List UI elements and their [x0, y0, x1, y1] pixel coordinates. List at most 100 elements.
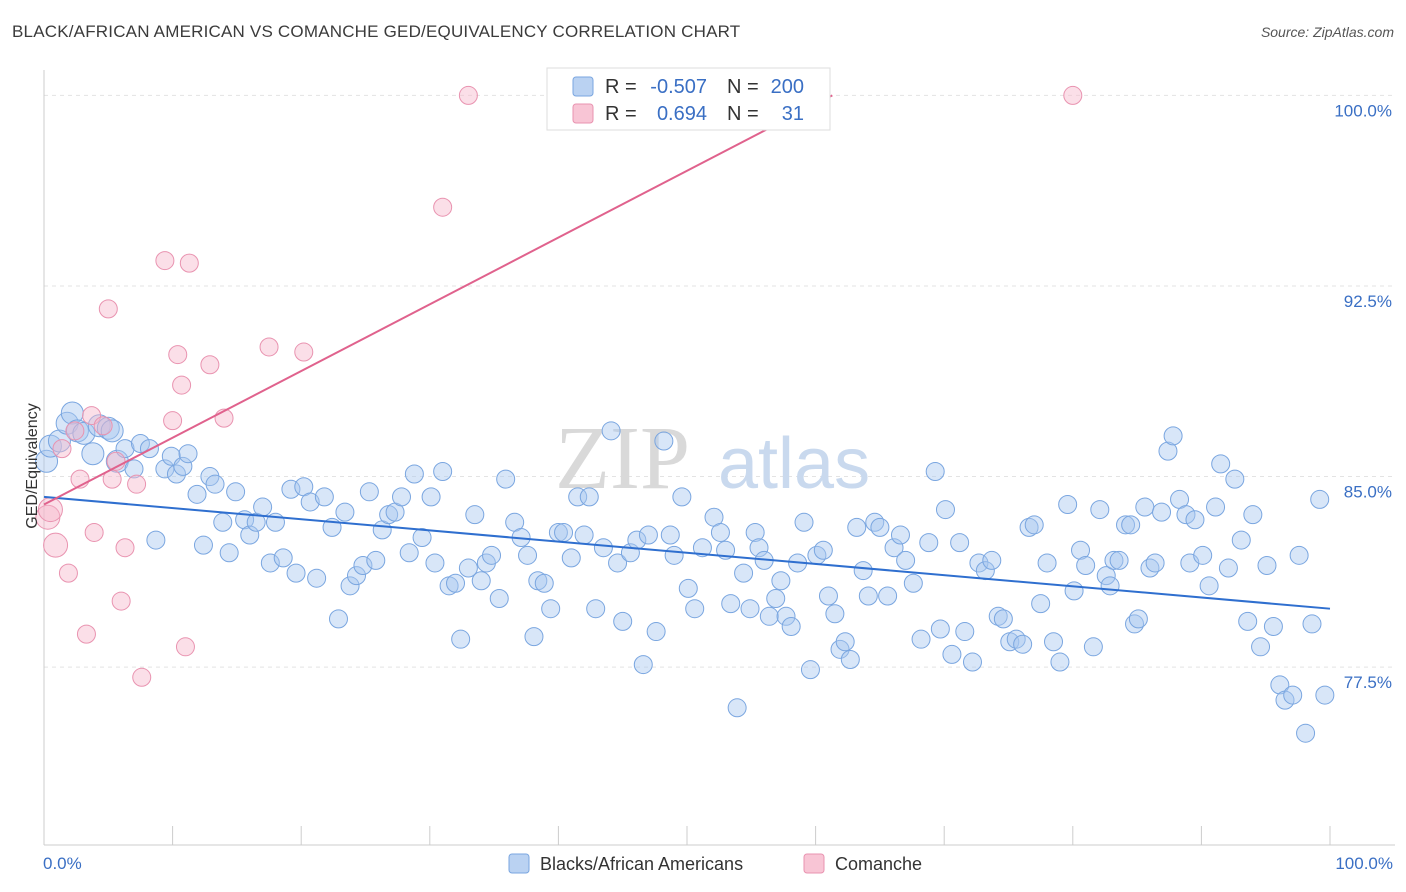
point-blacks	[993, 609, 1013, 629]
point-blacks	[919, 533, 939, 553]
point-comanche	[200, 355, 220, 375]
point-blacks	[692, 538, 712, 558]
point-blacks	[721, 594, 741, 614]
y-axis-title: GED/Equivalency	[24, 403, 41, 528]
point-comanche	[98, 299, 118, 319]
point-blacks	[1270, 675, 1290, 695]
point-blacks	[1283, 685, 1303, 705]
point-blacks	[524, 627, 544, 647]
point-blacks	[825, 604, 845, 624]
point-blacks	[654, 431, 674, 451]
grid-lines	[44, 94, 1395, 668]
point-blacks	[813, 540, 833, 560]
point-blacks	[716, 540, 736, 560]
point-blacks	[1231, 530, 1251, 550]
point-blacks	[1263, 616, 1283, 636]
point-blacks	[727, 698, 747, 718]
x-tick-label: 100.0%	[1335, 854, 1393, 873]
point-blacks	[273, 548, 293, 568]
point-comanche	[127, 474, 147, 494]
legend-swatch-blacks	[572, 76, 594, 97]
point-blacks	[935, 500, 955, 520]
point-blacks	[858, 586, 878, 606]
point-blacks	[911, 629, 931, 649]
point-blacks	[1125, 614, 1145, 634]
point-blacks	[613, 611, 633, 631]
point-blacks	[100, 419, 124, 443]
point-blacks	[541, 599, 561, 619]
point-blacks	[633, 655, 653, 675]
point-blacks	[988, 606, 1008, 626]
point-blacks	[1152, 502, 1172, 522]
point-blacks	[771, 571, 791, 591]
point-blacks	[518, 545, 538, 565]
point-blacks	[740, 599, 760, 619]
point-blacks	[187, 484, 207, 504]
point-blacks	[1163, 426, 1183, 446]
point-blacks	[1315, 685, 1335, 705]
point-blacks	[178, 444, 198, 464]
trend-line-comanche	[43, 94, 833, 506]
point-comanche	[179, 253, 199, 273]
point-blacks	[1302, 614, 1322, 634]
point-blacks	[776, 606, 796, 626]
axes	[43, 70, 1395, 846]
point-blacks	[412, 528, 432, 548]
point-comanche	[175, 637, 195, 657]
y-tick-label: 77.5%	[1344, 673, 1392, 692]
point-blacks	[1135, 497, 1155, 517]
point-blacks	[433, 461, 453, 481]
chart-title: BLACK/AFRICAN AMERICAN VS COMANCHE GED/E…	[12, 22, 741, 41]
point-blacks	[561, 548, 581, 568]
point-blacks	[1176, 505, 1196, 525]
point-blacks	[482, 545, 502, 565]
legend-r-value: 0.694	[657, 103, 707, 125]
point-blacks	[608, 553, 628, 573]
point-blacks	[1158, 441, 1178, 461]
point-blacks	[47, 429, 71, 453]
legend-label-comanche: Comanche	[835, 854, 922, 874]
point-blacks	[166, 464, 186, 484]
point-blacks	[226, 482, 246, 502]
point-blacks	[664, 545, 684, 565]
legend-swatch-comanche	[572, 103, 594, 124]
point-blacks	[982, 550, 1002, 570]
point-blacks	[955, 622, 975, 642]
point-blacks	[878, 586, 898, 606]
data-points	[35, 85, 1335, 743]
point-comanche	[84, 522, 104, 542]
x-tick-labels: 0.0% 100.0%	[43, 854, 1393, 873]
point-blacks	[300, 492, 320, 512]
point-blacks	[853, 561, 873, 581]
point-blacks	[1024, 515, 1044, 535]
point-comanche	[168, 345, 188, 365]
point-blacks	[586, 599, 606, 619]
point-blacks	[554, 522, 574, 542]
y-tick-label: 85.0%	[1344, 483, 1392, 502]
point-blacks	[213, 512, 233, 532]
point-blacks	[124, 459, 144, 479]
point-blacks	[840, 650, 860, 670]
point-blacks	[399, 543, 419, 563]
point-comanche	[155, 251, 175, 271]
point-blacks	[1096, 566, 1116, 586]
source-label: Source: ZipAtlas.com	[1260, 24, 1394, 40]
point-comanche	[132, 667, 152, 687]
legend-r-label: R =	[605, 76, 637, 98]
point-blacks	[1185, 510, 1205, 530]
point-blacks	[890, 525, 910, 545]
point-blacks	[568, 487, 588, 507]
point-blacks	[1071, 540, 1091, 560]
point-comanche	[43, 532, 69, 558]
point-blacks	[534, 573, 554, 593]
point-blacks	[1037, 553, 1057, 573]
point-blacks	[1100, 576, 1120, 596]
point-blacks	[173, 456, 193, 476]
point-blacks	[1058, 495, 1078, 515]
point-blacks	[404, 464, 424, 484]
legend-r-value: -0.507	[650, 76, 707, 98]
point-blacks	[193, 535, 213, 555]
y-tick-labels: 100.0% 92.5% 85.0% 77.5%	[1334, 101, 1392, 692]
point-comanche	[163, 411, 183, 431]
point-blacks	[800, 660, 820, 680]
